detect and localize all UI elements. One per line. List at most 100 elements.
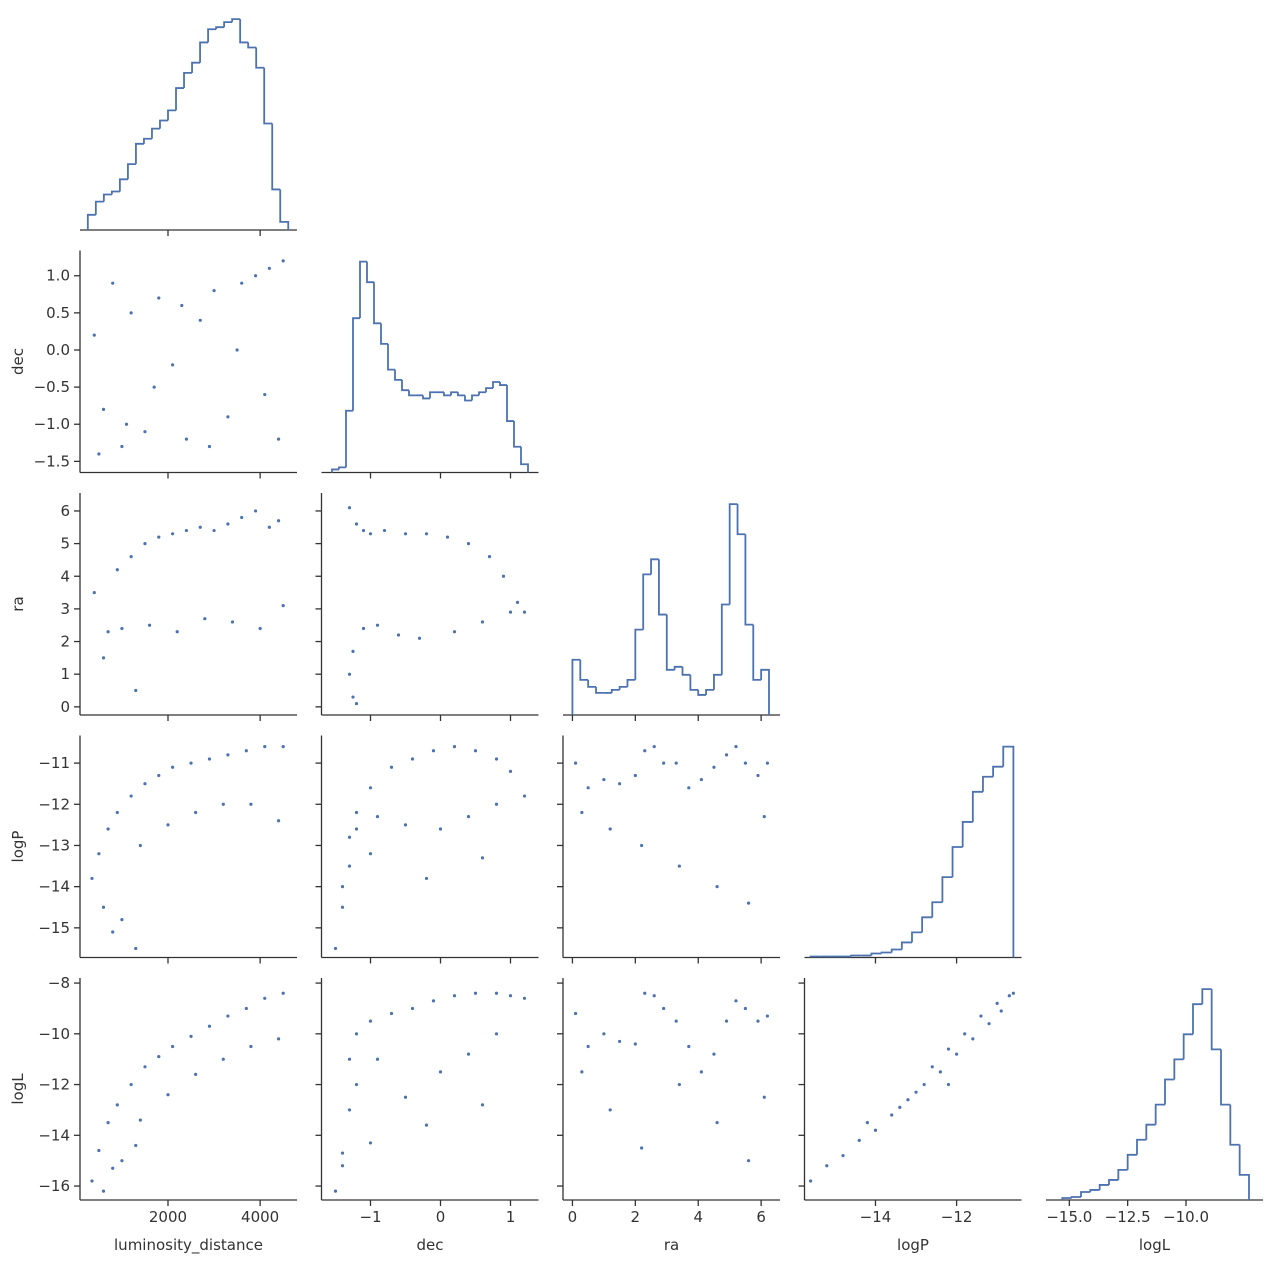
scatter-point xyxy=(906,1098,910,1102)
scatter-point xyxy=(375,623,380,627)
scatter-point xyxy=(115,1103,119,1107)
scatter-point xyxy=(712,765,716,769)
histogram-step xyxy=(1080,1191,1091,1197)
histogram-step xyxy=(159,119,168,129)
scatter-point xyxy=(715,1121,719,1125)
x-tick-label: 2 xyxy=(631,1208,641,1226)
scatter-point xyxy=(340,1164,345,1168)
scatter-point xyxy=(922,1082,926,1087)
scatter-point xyxy=(602,777,606,782)
scatter-point xyxy=(354,810,359,815)
histogram-step xyxy=(143,137,152,144)
y-tick-label: 1.0 xyxy=(46,267,70,285)
scatter-point xyxy=(92,333,96,337)
scatter-point xyxy=(580,1070,584,1074)
y-tick-label: 5 xyxy=(60,535,70,553)
y-tick-label: −11 xyxy=(38,754,70,772)
scatter-point xyxy=(756,1019,760,1023)
histogram-step xyxy=(1164,1078,1175,1105)
scatter-point xyxy=(347,835,352,839)
scatter-point xyxy=(825,1164,829,1168)
histogram-step xyxy=(394,369,402,381)
scatter-point xyxy=(382,528,387,533)
y-tick-label: −14 xyxy=(38,1126,70,1144)
scatter-point xyxy=(955,1052,959,1056)
scatter-point xyxy=(240,515,244,520)
y-tick-label: −0.5 xyxy=(34,378,70,396)
scatter-point xyxy=(281,259,285,263)
histogram-step xyxy=(850,954,862,957)
histogram-step xyxy=(571,658,581,715)
histogram-step xyxy=(689,674,699,691)
scatter-point xyxy=(618,1039,622,1044)
histogram-step xyxy=(752,624,762,681)
scatter-point xyxy=(101,407,106,411)
histogram-step xyxy=(506,385,514,422)
scatter-point xyxy=(198,525,202,529)
histogram-step xyxy=(626,678,636,687)
scatter-point xyxy=(157,773,161,778)
histogram-step xyxy=(359,260,367,319)
histogram-step xyxy=(110,190,120,195)
scatter-point xyxy=(221,802,225,806)
y-axis-label: dec xyxy=(9,348,27,375)
scatter-point xyxy=(652,994,656,998)
scatter-point xyxy=(276,819,281,823)
scatter-point xyxy=(633,1042,637,1046)
scatter-point xyxy=(184,528,189,533)
scatter-point xyxy=(473,749,478,753)
y-tick-label: −10 xyxy=(38,1025,70,1043)
histogram-step xyxy=(1201,988,1212,1005)
histogram-step xyxy=(520,446,529,473)
scatter-point xyxy=(226,753,230,757)
scatter-point xyxy=(129,1082,133,1087)
x-axis-label: logL xyxy=(1139,1236,1171,1254)
scatter-point xyxy=(207,757,212,761)
histogram-step xyxy=(736,504,746,536)
scatter-point xyxy=(97,852,101,856)
scatter-point xyxy=(157,296,161,300)
scatter-point xyxy=(351,695,355,699)
histogram-step xyxy=(191,61,201,73)
histogram-step xyxy=(255,47,265,69)
histogram-step xyxy=(345,409,353,468)
histogram-step xyxy=(1002,745,1015,958)
histogram-step xyxy=(1108,1179,1119,1185)
scatter-point xyxy=(640,843,644,848)
scatter-point xyxy=(90,876,94,881)
scatter-point xyxy=(106,1121,110,1125)
scatter-point xyxy=(212,288,216,293)
scatter-point xyxy=(97,1148,101,1153)
histogram-step xyxy=(380,323,388,345)
scatter-point xyxy=(487,555,492,559)
scatter-point xyxy=(244,1006,248,1011)
histogram-step xyxy=(231,18,241,23)
scatter-point xyxy=(226,415,230,419)
scatter-point xyxy=(480,1103,485,1107)
scatter-point xyxy=(101,656,106,660)
scatter-point xyxy=(662,1006,666,1011)
scatter-point xyxy=(263,745,267,749)
scatter-point xyxy=(111,1166,115,1170)
scatter-point xyxy=(586,1044,590,1049)
scatter-point xyxy=(699,1070,703,1074)
histogram-step xyxy=(457,392,465,397)
scatter-point xyxy=(494,991,499,995)
scatter-point xyxy=(347,506,352,510)
x-tick-label: 1 xyxy=(506,1208,516,1226)
scatter-point xyxy=(166,823,170,827)
scatter-point xyxy=(466,815,471,819)
scatter-point xyxy=(608,1108,612,1112)
scatter-point xyxy=(494,1032,499,1036)
histogram-step xyxy=(331,468,339,473)
histogram-step xyxy=(1126,1153,1137,1170)
scatter-point xyxy=(253,509,258,513)
scatter-point xyxy=(501,574,506,578)
histogram-step xyxy=(1173,1058,1184,1080)
x-tick-label: −15.0 xyxy=(1046,1208,1092,1226)
scatter-point xyxy=(347,1057,352,1061)
scatter-point xyxy=(134,946,138,951)
scatter-point xyxy=(240,281,244,285)
scatter-point xyxy=(677,864,681,868)
